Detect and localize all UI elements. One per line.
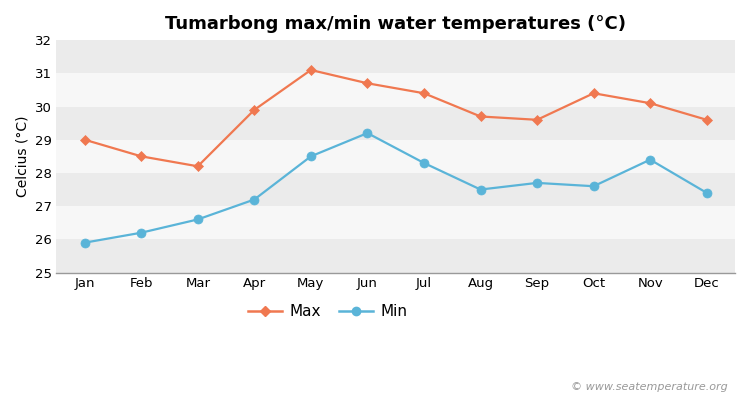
Min	[307, 154, 316, 159]
Bar	[56, 40, 735, 73]
Y-axis label: Celcius (°C): Celcius (°C)	[15, 116, 29, 197]
Min	[80, 240, 89, 245]
Min	[363, 131, 372, 136]
Max	[532, 118, 542, 122]
Max	[646, 101, 655, 106]
Min	[646, 157, 655, 162]
Min	[532, 180, 542, 185]
Line: Min: Min	[80, 128, 711, 247]
Bar	[56, 173, 735, 206]
Min	[590, 184, 598, 189]
Line: Max: Max	[81, 66, 710, 170]
Min	[250, 197, 259, 202]
Max	[590, 91, 598, 96]
Max	[363, 81, 372, 86]
Min	[194, 217, 202, 222]
Max	[702, 118, 711, 122]
Min	[419, 160, 428, 165]
Max	[136, 154, 146, 159]
Min	[702, 190, 711, 195]
Bar	[56, 140, 735, 173]
Min	[476, 187, 485, 192]
Bar	[56, 239, 735, 272]
Legend: Max, Min: Max, Min	[242, 298, 414, 325]
Max	[476, 114, 485, 119]
Bar	[56, 73, 735, 106]
Max	[307, 68, 316, 72]
Max	[194, 164, 202, 169]
Max	[80, 137, 89, 142]
Text: © www.seatemperature.org: © www.seatemperature.org	[571, 382, 728, 392]
Title: Tumarbong max/min water temperatures (°C): Tumarbong max/min water temperatures (°C…	[165, 15, 626, 33]
Max	[250, 108, 259, 112]
Min	[136, 230, 146, 235]
Max	[419, 91, 428, 96]
Bar	[56, 106, 735, 140]
Bar	[56, 206, 735, 239]
